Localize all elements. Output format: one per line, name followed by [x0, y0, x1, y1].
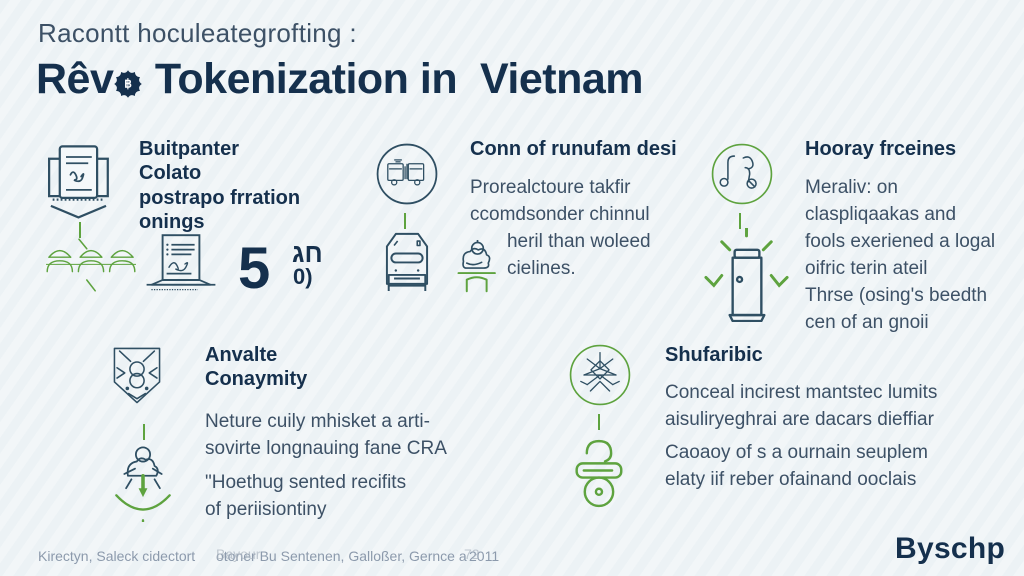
svg-text:฿: ฿: [125, 76, 133, 90]
